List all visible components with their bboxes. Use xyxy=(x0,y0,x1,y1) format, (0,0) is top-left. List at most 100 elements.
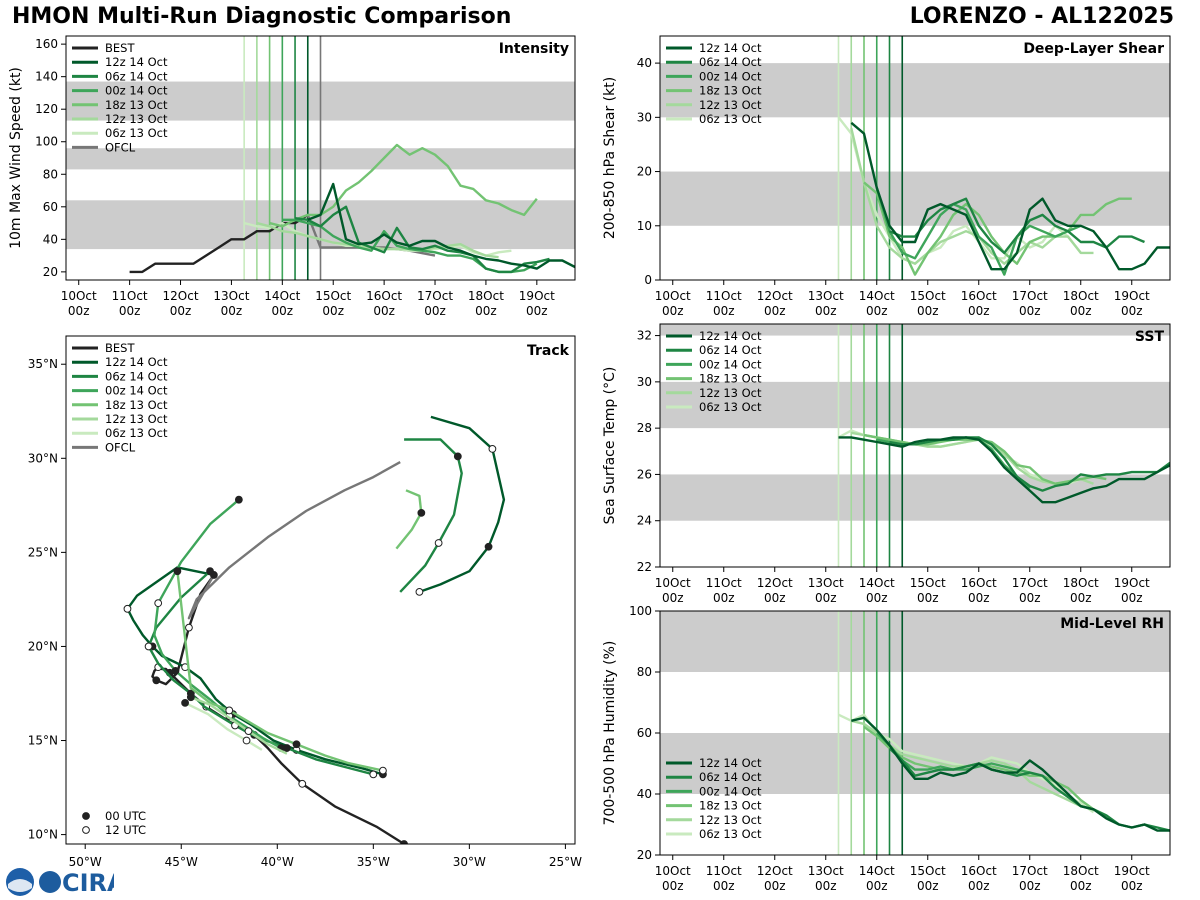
track-marker-12utc xyxy=(415,587,424,596)
y-tick-label: 22 xyxy=(637,560,652,574)
x-tick-label-day: 11Oct xyxy=(706,576,742,590)
x-tick-label-day: 13Oct xyxy=(808,289,844,303)
threshold-band xyxy=(660,171,1170,226)
legend-label: 12z 13 Oct xyxy=(699,386,762,400)
x-tick-label: 25°W xyxy=(549,855,582,869)
x-tick-label-day: 19Oct xyxy=(1114,864,1150,878)
y-tick-label: 40 xyxy=(637,56,652,70)
y-axis-label: 700-500 hPa Humidity (%) xyxy=(602,641,618,826)
x-tick-label-day: 19Oct xyxy=(1114,289,1150,303)
legend-label: 00z 14 Oct xyxy=(699,357,762,371)
x-tick-label-hour: 00z xyxy=(917,879,939,893)
x-tick-label-day: 13Oct xyxy=(808,864,844,878)
y-tick-label: 15°N xyxy=(28,734,58,748)
legend-label: 06z 13 Oct xyxy=(699,112,762,126)
x-tick-label-hour: 00z xyxy=(1121,591,1143,605)
x-tick-label-day: 18Oct xyxy=(1063,864,1099,878)
track-lines xyxy=(123,415,506,844)
x-tick-label-day: 11Oct xyxy=(112,289,148,303)
legend-label: 12z 13 Oct xyxy=(105,412,168,426)
x-tick-label-hour: 00z xyxy=(119,304,141,318)
y-tick-label: 100 xyxy=(629,604,652,618)
track-line-12z-13-oct xyxy=(190,696,288,755)
y-tick-label: 28 xyxy=(637,421,652,435)
y-tick-label: 25°N xyxy=(28,545,58,559)
legend-label: 06z 14 Oct xyxy=(699,343,762,357)
threshold-band xyxy=(660,611,1170,672)
legend-label: 06z 14 Oct xyxy=(105,369,168,383)
track-marker-12utc xyxy=(144,642,153,651)
cira-globe-icon xyxy=(39,871,61,893)
x-tick-label-hour: 00z xyxy=(662,879,684,893)
track-marker-00utc xyxy=(292,740,301,749)
y-tick-label: 30 xyxy=(637,110,652,124)
cira-logo-text: CIRA xyxy=(62,869,114,897)
x-tick-label-hour: 00z xyxy=(1070,879,1092,893)
y-tick-label: 26 xyxy=(637,467,652,481)
x-tick-label-day: 17Oct xyxy=(1012,864,1048,878)
legend-label: 06z 14 Oct xyxy=(699,770,762,784)
x-tick-label-hour: 00z xyxy=(272,304,294,318)
x-tick-label-day: 10Oct xyxy=(61,289,97,303)
x-tick-label-hour: 00z xyxy=(968,591,990,605)
legend-label: 12z 14 Oct xyxy=(699,41,762,55)
legend-label: OFCL xyxy=(105,440,136,454)
x-tick-label: 50°W xyxy=(69,855,102,869)
y-tick-label: 0 xyxy=(644,273,652,287)
legend-label: 18z 13 Oct xyxy=(699,799,762,813)
track-marker-12utc xyxy=(225,706,234,715)
track-marker-12utc xyxy=(242,736,251,745)
legend-label: 06z 13 Oct xyxy=(105,426,168,440)
series-line-00z-14-oct xyxy=(875,187,1082,276)
x-tick-label-hour: 00z xyxy=(373,304,395,318)
legend-label: 18z 13 Oct xyxy=(105,98,168,112)
legend-label: 06z 13 Oct xyxy=(105,126,168,140)
x-tick-label-hour: 00z xyxy=(968,304,990,318)
y-tick-label: 60 xyxy=(637,726,652,740)
series-line-06z-13-oct xyxy=(837,116,1082,265)
x-tick-label-day: 10Oct xyxy=(655,864,691,878)
legend-label: 12z 13 Oct xyxy=(699,813,762,827)
legend-label: 18z 13 Oct xyxy=(699,84,762,98)
panel-title: Track xyxy=(527,343,570,359)
y-tick-label: 80 xyxy=(43,167,58,181)
legend-label: 18z 13 Oct xyxy=(699,372,762,386)
legend-label: BEST xyxy=(105,341,135,355)
x-tick-label-hour: 00z xyxy=(764,879,786,893)
noaa-cira-logo: CIRA xyxy=(4,866,114,898)
track-marker-12utc xyxy=(298,779,307,788)
track-marker-00utc xyxy=(173,567,182,576)
legend-label: 12z 13 Oct xyxy=(105,112,168,126)
plot-frame xyxy=(65,35,576,281)
legend-label: 06z 14 Oct xyxy=(699,55,762,69)
x-tick-label-hour: 00z xyxy=(1070,591,1092,605)
track-line-ofcl xyxy=(187,461,401,620)
plot-frame xyxy=(65,335,576,845)
legend-label: 00z 14 Oct xyxy=(105,84,168,98)
track-line-06z-13-oct xyxy=(184,701,263,751)
y-tick-label: 120 xyxy=(35,102,58,116)
panel-rh: 2040608010010Oct00z11Oct00z12Oct00z13Oct… xyxy=(602,604,1171,893)
track-marker-00utc xyxy=(186,693,195,702)
series-line-06z-14-oct xyxy=(294,205,550,274)
x-tick-label-day: 19Oct xyxy=(519,289,555,303)
x-tick-label-hour: 00z xyxy=(662,304,684,318)
y-tick-label: 140 xyxy=(35,70,58,84)
track-line-12z-14-oct xyxy=(418,415,506,594)
series-group xyxy=(837,713,1170,832)
x-tick-label-day: 10Oct xyxy=(655,576,691,590)
x-tick-label: 35°W xyxy=(357,855,390,869)
y-tick-label: 20 xyxy=(637,848,652,862)
track-marker-00utc xyxy=(206,567,214,576)
x-tick-label-hour: 00z xyxy=(764,304,786,318)
x-tick-label-day: 15Oct xyxy=(910,289,946,303)
series-group xyxy=(837,429,1170,504)
x-tick-label-day: 16Oct xyxy=(961,289,997,303)
panel-title: Deep-Layer Shear xyxy=(1023,41,1164,57)
y-tick-label: 30 xyxy=(637,375,652,389)
panel-title: Mid-Level RH xyxy=(1060,616,1164,632)
panel-title: Intensity xyxy=(499,41,569,57)
legend-label: 00z 14 Oct xyxy=(105,384,168,398)
x-tick-label-hour: 00z xyxy=(764,591,786,605)
legend-label: 00z 14 Oct xyxy=(699,69,762,83)
